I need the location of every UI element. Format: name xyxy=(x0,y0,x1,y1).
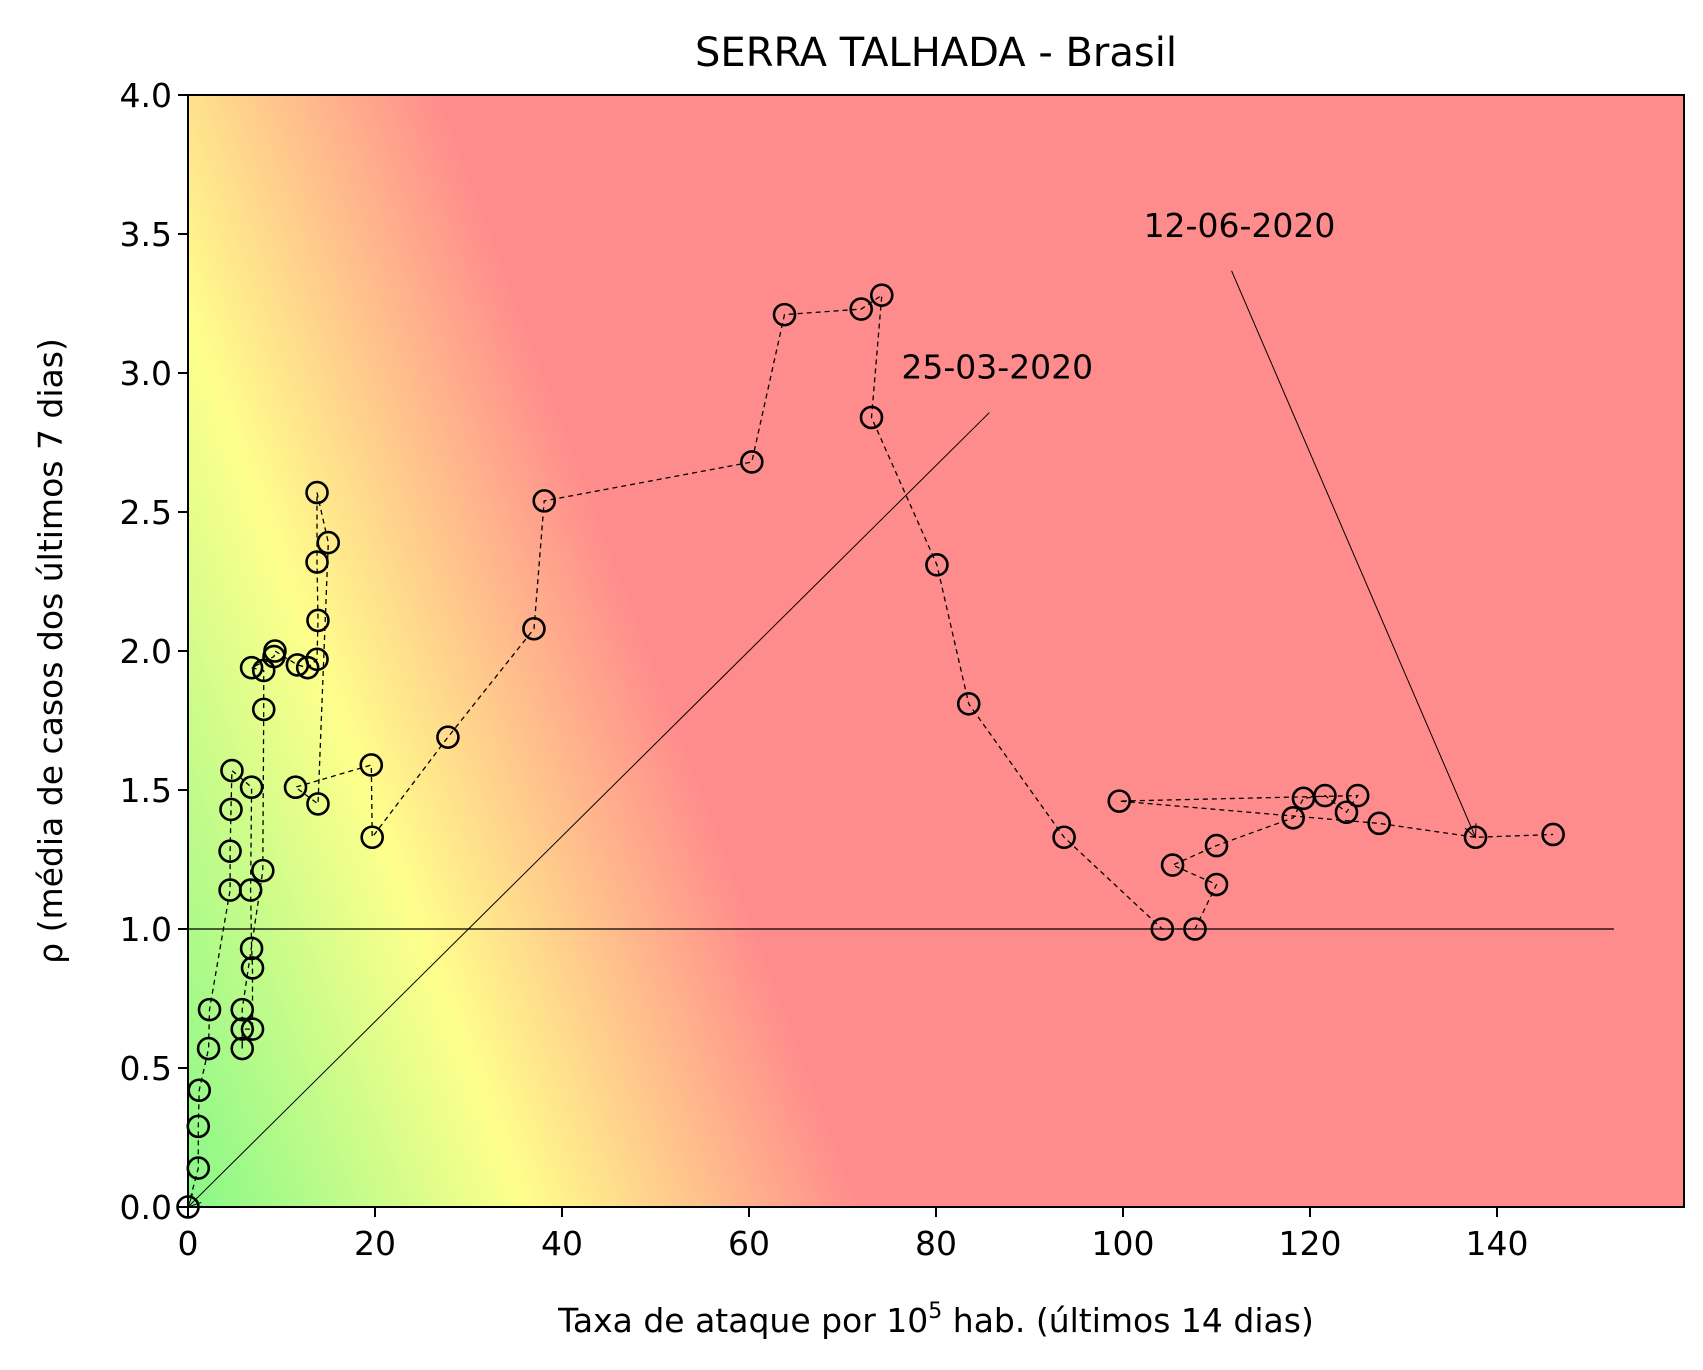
data-point xyxy=(740,450,764,474)
annotation-label: 25-03-2020 xyxy=(901,348,1093,387)
data-point xyxy=(1107,789,1132,813)
data-point xyxy=(1281,805,1305,830)
data-point xyxy=(197,997,222,1022)
data-point xyxy=(1313,783,1337,808)
y-axis-label: ρ (média de casos dos últimos 7 dias) xyxy=(31,338,70,964)
data-point xyxy=(859,405,884,430)
data-point xyxy=(305,480,329,505)
x-axis-label-superscript: 5 xyxy=(928,1299,942,1324)
data-point xyxy=(306,608,330,633)
data-point xyxy=(283,775,308,800)
x-axis-ticks: 0 20 40 60 80 100 120 140 xyxy=(178,1207,1529,1263)
data-point xyxy=(230,1036,255,1061)
data-point xyxy=(239,936,264,961)
data-point xyxy=(251,697,276,722)
data-point xyxy=(240,1017,265,1041)
series-line xyxy=(188,293,1554,1207)
y-axis-ticks: 0.0 0.5 1.0 1.5 2.0 2.5 3.0 3.5 4.0 xyxy=(120,76,188,1227)
x-tick-label: 40 xyxy=(541,1224,583,1263)
x-axis-label-prefix: Taxa de ataque por 10 xyxy=(557,1301,928,1340)
data-point xyxy=(305,550,329,574)
data-point xyxy=(925,553,949,577)
data-point xyxy=(1183,917,1207,941)
y-tick-label: 0.0 xyxy=(120,1188,172,1227)
data-point xyxy=(1345,783,1370,808)
data-point xyxy=(1052,825,1076,850)
data-point xyxy=(230,1017,255,1041)
data-point xyxy=(263,639,287,663)
gradient-background xyxy=(188,95,1684,1207)
x-tick-label: 120 xyxy=(1279,1224,1342,1263)
data-point xyxy=(869,283,894,307)
data-point xyxy=(359,753,384,777)
data-point xyxy=(239,775,264,800)
data-point xyxy=(522,616,546,641)
y-tick-label: 1.5 xyxy=(120,771,172,810)
data-point xyxy=(1160,853,1185,877)
data-point xyxy=(1334,800,1359,825)
annotation-arrow-line xyxy=(1231,270,1476,838)
data-point xyxy=(240,956,265,980)
chart-title: SERRA TALHADA - Brasil xyxy=(695,30,1177,76)
x-tick-label: 100 xyxy=(1092,1224,1155,1263)
data-point xyxy=(239,655,264,680)
y-tick-label: 3.0 xyxy=(120,354,172,393)
y-tick-label: 3.5 xyxy=(120,215,172,254)
annotation-layer: 25-03-2020 12-06-2020 xyxy=(187,206,1477,1208)
y-tick-label: 1.0 xyxy=(120,910,172,949)
y-tick-label: 0.5 xyxy=(120,1049,172,1088)
y-tick-label: 2.5 xyxy=(120,493,172,532)
annotation-arrow-head xyxy=(1464,823,1477,839)
data-point xyxy=(306,792,330,816)
data-point xyxy=(219,797,243,822)
x-tick-label: 0 xyxy=(178,1224,199,1263)
data-point xyxy=(1541,822,1565,847)
plot-background xyxy=(188,95,1684,1207)
annotation-arrow-line xyxy=(187,412,990,1208)
data-point xyxy=(849,297,874,321)
x-axis-label: Taxa de ataque por 105 hab. (últimos 14 … xyxy=(557,1299,1314,1340)
data-point xyxy=(316,530,341,555)
x-tick-label: 60 xyxy=(728,1224,770,1263)
data-point xyxy=(772,302,797,327)
x-tick-label: 140 xyxy=(1466,1224,1529,1263)
data-point xyxy=(956,692,981,716)
marker-layer xyxy=(176,283,1565,1219)
y-tick-label: 4.0 xyxy=(120,76,172,115)
data-point xyxy=(220,758,244,783)
data-point xyxy=(1204,872,1229,897)
data-point xyxy=(1204,833,1229,858)
x-tick-label: 20 xyxy=(354,1224,396,1263)
annotation-label: 12-06-2020 xyxy=(1144,206,1336,245)
data-point xyxy=(1367,811,1391,836)
data-point xyxy=(532,489,557,513)
data-point xyxy=(238,878,263,902)
x-tick-label: 80 xyxy=(915,1224,957,1263)
data-point xyxy=(436,725,460,749)
series-layer xyxy=(188,293,1554,1207)
x-axis-label-suffix: hab. (últimos 14 dias) xyxy=(942,1301,1314,1340)
data-point xyxy=(250,858,275,883)
y-tick-label: 2.0 xyxy=(120,632,172,671)
data-point xyxy=(360,825,384,850)
data-point xyxy=(305,647,329,672)
data-point xyxy=(218,839,242,863)
data-point xyxy=(230,997,255,1022)
data-point xyxy=(1150,917,1175,941)
data-point xyxy=(196,1036,221,1061)
